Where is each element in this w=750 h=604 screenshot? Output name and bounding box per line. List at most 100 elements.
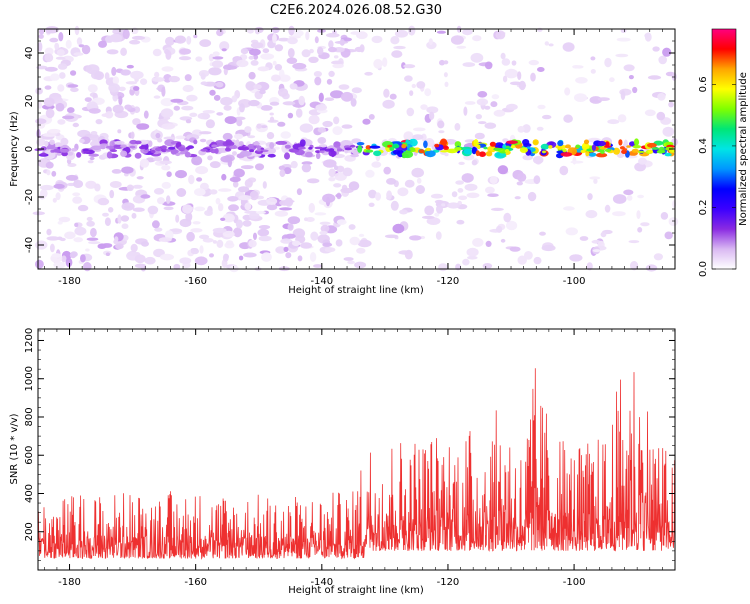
x-tick-label: -180 <box>58 276 81 287</box>
spectrogram-blob <box>57 63 68 70</box>
spectrogram-blob <box>280 238 293 244</box>
spectrogram-blob <box>32 211 45 216</box>
spectrogram-blob <box>221 48 227 52</box>
spectrogram-blob <box>570 160 584 164</box>
spectrogram-blob <box>90 227 97 238</box>
spectrogram-blob <box>40 184 54 191</box>
spectrogram-blob <box>136 123 150 130</box>
spectrogram-blob <box>287 112 294 119</box>
spectrogram-blob <box>120 47 127 56</box>
spectrogram-blob <box>70 251 78 258</box>
spectrogram-blob <box>285 233 296 239</box>
spectrogram-blob <box>216 239 224 248</box>
spectrogram-blob <box>174 35 186 44</box>
spectrogram-blob <box>120 150 128 157</box>
spectrogram-blob <box>72 122 80 128</box>
spectrogram-blob <box>191 155 203 166</box>
spectrogram-blob <box>318 92 324 103</box>
spectrogram-blob <box>247 135 256 139</box>
spectrogram-blob <box>271 26 280 34</box>
spectrogram-blob <box>249 48 261 56</box>
spectrogram-blob <box>160 98 174 107</box>
spectrogram-blob <box>272 60 277 66</box>
spectrogram-blob <box>386 190 392 200</box>
spectrogram-blob <box>487 193 499 197</box>
spectrogram-blob <box>324 97 335 101</box>
spectrogram-blob <box>288 25 295 36</box>
spectrogram-blob <box>333 165 339 171</box>
spectrogram-blob <box>50 73 60 81</box>
spectrogram-blob <box>623 64 635 72</box>
spectrogram-blob <box>485 186 495 194</box>
spectrogram-blob <box>600 149 605 154</box>
spectrogram-blob <box>45 161 54 169</box>
spectrogram-blob <box>108 83 121 93</box>
spectrogram-blob <box>228 204 239 212</box>
spectrogram-blob <box>139 145 146 150</box>
spectrogram-blob <box>53 261 66 269</box>
spectrogram-blob <box>478 151 486 157</box>
spectrogram-blob <box>397 187 409 197</box>
spectrogram-blob <box>125 81 138 85</box>
spectrogram-blob <box>244 202 252 211</box>
spectrogram-blob <box>646 142 657 148</box>
spectrogram-blob <box>328 46 337 53</box>
spectrogram-blob <box>244 210 258 214</box>
spectrogram-blob <box>267 153 276 158</box>
spectrogram-blob <box>225 240 234 246</box>
spectrogram-blob <box>147 205 159 215</box>
spectrogram-blob <box>163 206 174 211</box>
spectrogram-blob <box>70 87 79 93</box>
spectrogram-blob <box>250 60 259 66</box>
spectrogram-blob <box>74 25 80 36</box>
spectrogram-blob <box>537 104 546 110</box>
spectrogram-blob <box>131 35 146 40</box>
spectrogram-blob <box>343 257 354 261</box>
spectrogram-blob <box>133 106 141 113</box>
spectrogram-blob <box>295 108 303 118</box>
spectrogram-blob <box>319 230 328 235</box>
spectrogram-blob <box>489 176 498 184</box>
spectrogram-blob <box>160 253 174 261</box>
spectrogram-blob <box>438 263 448 272</box>
spectrogram-blob <box>364 71 373 76</box>
spectrogram-blob <box>236 59 249 68</box>
spectrogram-blob <box>64 231 76 240</box>
spectrogram-blob <box>190 228 203 233</box>
spectrogram-blob <box>109 33 123 43</box>
spectrogram-blob <box>235 139 240 147</box>
spectrogram-blob <box>335 193 342 198</box>
spectrogram-blob <box>491 207 504 211</box>
spectrogram-blob <box>299 139 306 147</box>
spectrogram-blob <box>178 147 185 152</box>
spectrogram-blob <box>104 217 111 226</box>
spectrogram-blob <box>657 93 666 101</box>
spectrogram-blob <box>365 169 375 178</box>
spectrogram-blob <box>305 217 315 222</box>
spectrogram-heatmap <box>32 25 679 273</box>
spectrogram-blob <box>188 174 195 185</box>
spectrogram-blob <box>562 148 567 153</box>
spectrogram-blob <box>490 101 498 108</box>
spectrogram-blob <box>249 190 259 201</box>
spectrogram-blob <box>46 146 58 150</box>
spectrogram-blob <box>161 165 171 171</box>
spectrogram-blob <box>109 189 115 199</box>
spectrogram-blob <box>301 163 312 173</box>
spectrogram-blob <box>202 238 214 243</box>
spectrogram-blob <box>484 61 493 70</box>
spectrogram-blob <box>54 42 60 50</box>
spectrogram-blob <box>472 237 484 247</box>
spectrogram-blob <box>108 207 114 213</box>
spectrogram-blob <box>332 30 337 34</box>
spectrogram-blob <box>426 41 437 50</box>
spectrogram-blob <box>447 202 460 209</box>
spectrogram-blob <box>130 70 144 80</box>
spectrogram-blob <box>248 99 260 107</box>
spectrogram-blob <box>101 243 113 248</box>
x-tick-label: -100 <box>563 577 586 588</box>
spectrogram-blob <box>350 154 359 158</box>
spectrogram-blob <box>632 86 638 94</box>
spectrogram-blob <box>509 81 522 86</box>
